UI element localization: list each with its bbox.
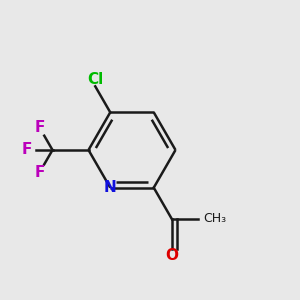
Text: F: F — [34, 165, 45, 180]
Text: O: O — [165, 248, 178, 263]
Text: F: F — [34, 120, 45, 135]
Text: Cl: Cl — [87, 72, 104, 87]
Text: F: F — [22, 142, 32, 158]
Text: N: N — [104, 180, 117, 195]
Text: CH₃: CH₃ — [203, 212, 226, 225]
